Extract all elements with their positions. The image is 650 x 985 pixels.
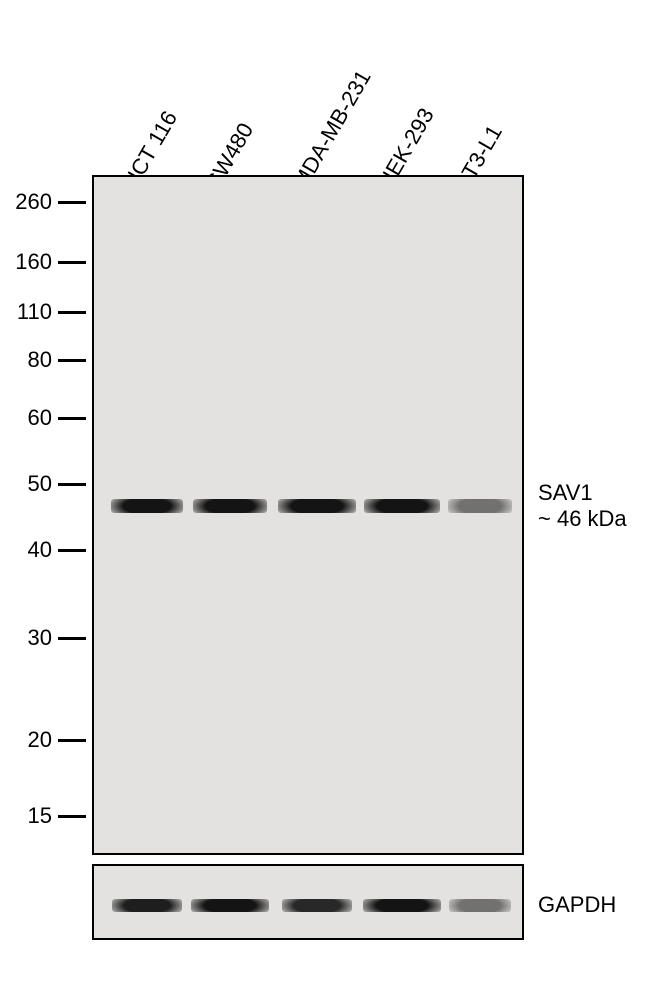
marker-tick-15 [58, 815, 86, 818]
gapdh-band-lane-2 [282, 899, 352, 912]
sav1-label-line2: ~ 46 kDa [538, 506, 627, 532]
marker-tick-30 [58, 637, 86, 640]
sav1-band-lane-4 [448, 499, 512, 513]
sav1-band-lane-0 [111, 499, 183, 513]
marker-label-50: 50 [4, 471, 52, 497]
main-blot-background [94, 177, 522, 853]
sav1-band-lane-2 [278, 499, 356, 513]
gapdh-label: GAPDH [538, 892, 616, 918]
marker-label-160: 160 [4, 249, 52, 275]
western-blot-figure: HCT 116SW480MDA-MB-231HEK-2933T3-L1 260 1… [0, 0, 650, 985]
gapdh-band-lane-4 [449, 899, 511, 912]
marker-tick-80 [58, 359, 86, 362]
marker-label-40: 40 [4, 537, 52, 563]
marker-label-60: 60 [4, 405, 52, 431]
gapdh-blot-background [94, 866, 522, 938]
sav1-band-lane-1 [193, 499, 267, 513]
gapdh-band-lane-1 [191, 899, 269, 912]
marker-tick-60 [58, 417, 86, 420]
marker-tick-20 [58, 739, 86, 742]
gapdh-blot-panel [92, 864, 524, 940]
marker-label-110: 110 [4, 299, 52, 325]
marker-label-15: 15 [4, 803, 52, 829]
main-blot-panel [92, 175, 524, 855]
gapdh-label-group: GAPDH [538, 892, 616, 918]
marker-tick-260 [58, 201, 86, 204]
right-labels-group: SAV1 ~ 46 kDa [538, 480, 627, 532]
marker-label-30: 30 [4, 625, 52, 651]
marker-tick-160 [58, 261, 86, 264]
lane-labels-group: HCT 116SW480MDA-MB-231HEK-2933T3-L1 [0, 30, 650, 170]
marker-label-20: 20 [4, 727, 52, 753]
gapdh-band-lane-3 [363, 899, 441, 912]
sav1-label-line1: SAV1 [538, 480, 627, 506]
sav1-band-lane-3 [364, 499, 440, 513]
marker-tick-50 [58, 483, 86, 486]
marker-label-260: 260 [4, 189, 52, 215]
gapdh-band-lane-0 [112, 899, 182, 912]
marker-label-80: 80 [4, 347, 52, 373]
marker-tick-110 [58, 311, 86, 314]
marker-tick-40 [58, 549, 86, 552]
